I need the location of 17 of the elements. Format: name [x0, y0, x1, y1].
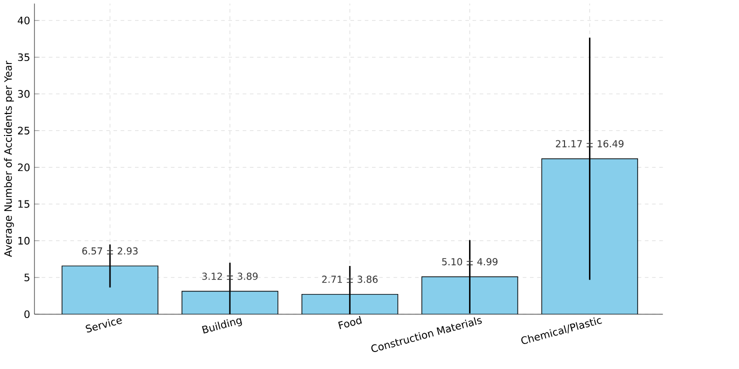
bar: [182, 291, 278, 314]
x-tick-label: Building: [202, 318, 242, 334]
y-tick-label: 40: [18, 16, 30, 24]
bar: [302, 294, 398, 314]
y-tick-label: 20: [18, 164, 30, 172]
y-tick-label: 0: [24, 310, 30, 318]
y-tick-label: 30: [18, 90, 30, 98]
y-tick-label: 5: [24, 274, 30, 282]
y-tick-label: 25: [18, 126, 30, 135]
bar: [421, 276, 518, 314]
y-tick-label: 35: [18, 54, 30, 62]
x-tick-label: Food: [338, 316, 362, 330]
y-tick-label: 10: [18, 237, 30, 245]
bar: [62, 266, 158, 314]
x-tick-label: Service: [86, 318, 122, 333]
y-tick-label: 15: [18, 200, 30, 208]
y-axis-title: Average Number of Accidents per Year: [4, 60, 14, 258]
